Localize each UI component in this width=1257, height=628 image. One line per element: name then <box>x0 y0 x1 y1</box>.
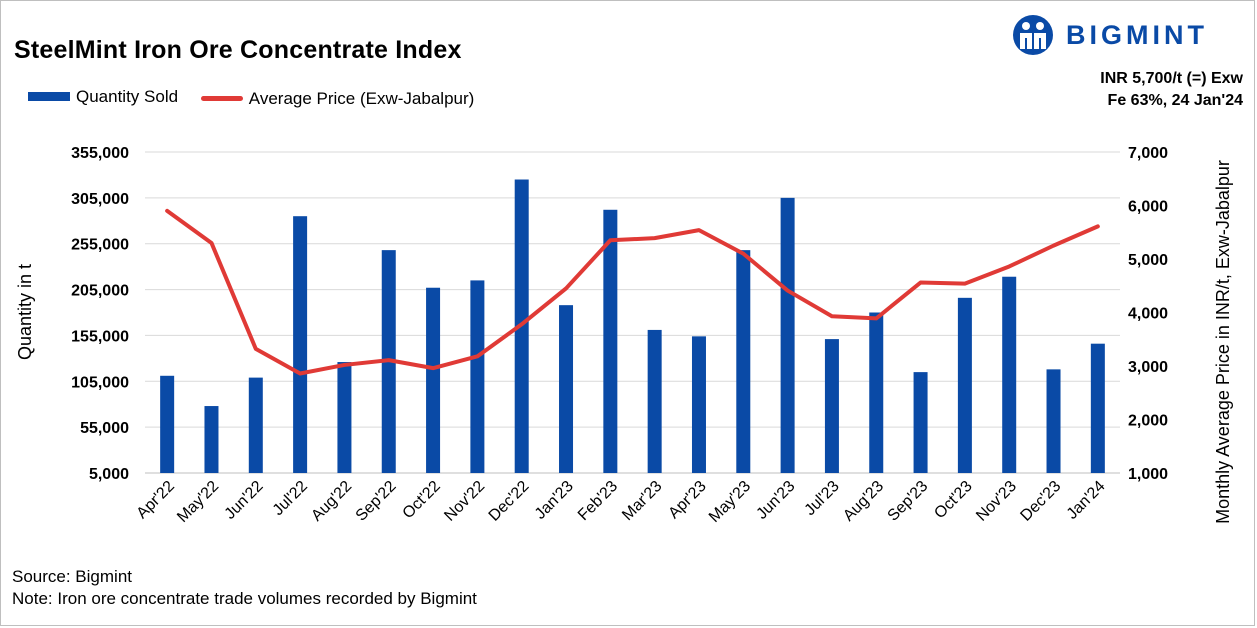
x-tick-label: Oct'22 <box>400 478 444 522</box>
bar <box>603 209 618 473</box>
bar <box>647 329 662 473</box>
gridlines <box>145 151 1120 474</box>
legend-label-quantity: Quantity Sold <box>76 86 179 106</box>
x-tick-label: Apr'22 <box>134 478 178 522</box>
y-axis-label: Quantity in t <box>15 264 35 360</box>
price-note: INR 5,700/t (=) Exw Fe 63%, 24 Jan'24 <box>1100 68 1243 112</box>
legend: Quantity Sold Average Price (Exw-Jabalpu… <box>28 86 492 109</box>
logo-text: BIGMINT <box>1066 19 1208 50</box>
x-tick-label: Jun'23 <box>753 478 798 523</box>
legend-swatch-line <box>200 96 243 101</box>
x-tick-label: Jul'22 <box>270 478 311 519</box>
y-right-tick-label: 1,000 <box>1128 466 1168 483</box>
y-right-tick-label: 7,000 <box>1128 145 1168 162</box>
bar <box>1090 343 1105 473</box>
y-tick-label: 305,000 <box>71 191 129 208</box>
bar <box>869 312 884 473</box>
y-right-tick-label: 3,000 <box>1128 359 1168 376</box>
price-note-line2: Fe 63%, 24 Jan'24 <box>1107 92 1243 109</box>
bar <box>913 372 928 473</box>
x-tick-label: Nov'23 <box>973 478 1020 525</box>
bar <box>824 339 839 473</box>
x-tick-label: Aug'23 <box>840 478 887 525</box>
bar <box>337 362 352 473</box>
bigmint-logo: BIGMINT <box>1012 14 1208 56</box>
x-tick-label: May'22 <box>174 478 222 526</box>
footer: Source: Bigmint Note: Iron ore concentra… <box>12 566 477 610</box>
y-tick-label: 355,000 <box>71 145 129 162</box>
bar <box>204 406 219 473</box>
bar <box>293 216 308 473</box>
x-tick-label: Feb'23 <box>575 478 621 524</box>
x-tick-label: Jul'23 <box>802 478 843 519</box>
x-tick-label: Mar'23 <box>619 478 665 524</box>
price-note-line1: INR 5,700/t (=) Exw <box>1100 70 1243 87</box>
bar-series <box>160 179 1105 473</box>
footnote: Note: Iron ore concentrate trade volumes… <box>12 589 477 608</box>
bar <box>1002 276 1017 473</box>
bar <box>957 297 972 473</box>
bar <box>160 375 175 473</box>
y-tick-label: 205,000 <box>71 283 129 300</box>
x-tick-label: Sep'22 <box>353 478 400 525</box>
price-line <box>165 208 1100 376</box>
bar <box>559 305 574 473</box>
legend-swatch-bar <box>28 92 70 101</box>
y-tick-label: 55,000 <box>80 420 129 437</box>
left-axis-ticks: 5,000 55,000 105,000 155,000 205,000 255,000 3… <box>71 145 129 483</box>
y-right-tick-label: 6,000 <box>1128 199 1168 216</box>
bigmint-people-icon <box>1013 15 1053 55</box>
bar <box>1046 369 1061 473</box>
y-tick-label: 105,000 <box>71 374 129 391</box>
x-tick-label: Jun'22 <box>222 478 267 523</box>
legend-label-price: Average Price (Exw-Jabalpur) <box>248 88 475 108</box>
y-right-tick-label: 4,000 <box>1128 306 1168 323</box>
y-tick-label: 155,000 <box>71 328 129 345</box>
source-note: Source: Bigmint <box>12 567 132 586</box>
x-tick-label: Jan'23 <box>532 478 577 523</box>
y-tick-label: 5,000 <box>89 466 129 483</box>
x-tick-label: Sep'23 <box>884 478 931 525</box>
legend-item-quantity: Quantity Sold <box>28 87 178 107</box>
line-series <box>165 208 1100 376</box>
bar <box>470 280 485 473</box>
chart-title: SteelMint Iron Ore Concentrate Index <box>14 36 462 64</box>
y-tick-label: 255,000 <box>71 237 129 254</box>
x-tick-label: Jan'24 <box>1064 478 1109 523</box>
bar <box>691 336 706 473</box>
x-tick-label: Aug'22 <box>308 478 355 525</box>
x-tick-label: Oct'23 <box>931 478 975 522</box>
x-tick-label: Nov'22 <box>441 478 488 525</box>
legend-item-price: Average Price (Exw-Jabalpur) <box>200 88 475 109</box>
right-axis-ticks: 1,000 2,000 3,000 4,000 5,000 6,000 7,000 <box>1128 145 1168 483</box>
x-tick-label: Dec'22 <box>486 478 533 525</box>
bar <box>426 287 441 473</box>
x-tick-label: May'23 <box>706 478 754 526</box>
bar <box>736 250 751 473</box>
y-right-tick-label: 5,000 <box>1128 252 1168 269</box>
bar <box>780 197 795 473</box>
y-right-tick-label: 2,000 <box>1128 413 1168 430</box>
x-tick-label: Apr'23 <box>665 478 709 522</box>
y-axis-label-right: Monthly Average Price in INR/t, Exw-Jaba… <box>1213 160 1233 524</box>
bar <box>248 377 263 473</box>
x-tick-label: Dec'23 <box>1017 478 1064 525</box>
